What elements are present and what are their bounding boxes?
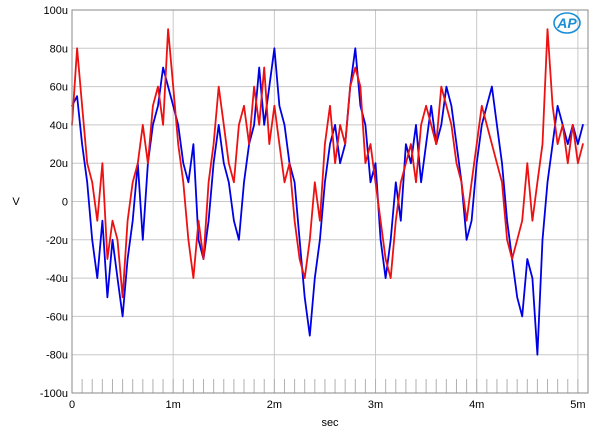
y-tick-label: 80u — [50, 43, 68, 55]
x-tick-label: 4m — [469, 399, 484, 411]
y-tick-label: -100u — [40, 388, 68, 400]
y-axis-label: V — [12, 196, 20, 208]
series — [71, 28, 584, 356]
minor-ticks — [71, 379, 589, 393]
ap-logo-text: AP — [556, 15, 577, 31]
y-tick-label: 60u — [50, 82, 68, 94]
series-1-trace — [71, 28, 584, 299]
y-tick-label: 0 — [62, 197, 68, 209]
x-tick-label: 2m — [267, 399, 282, 411]
y-tick-labels: 100u 80u 60u 40u 20u 0 -20u -40u -60u -80u -100u — [40, 5, 68, 400]
grid — [71, 9, 588, 394]
plot-frame — [71, 9, 589, 394]
ap-logo-icon: AP — [553, 12, 581, 34]
x-tick-label: 1m — [166, 399, 181, 411]
x-axis-label: sec — [321, 417, 339, 429]
x-tick-label: 3m — [368, 399, 383, 411]
y-tick-label: 40u — [50, 120, 68, 132]
y-tick-label: -60u — [46, 311, 68, 323]
series-0-trace — [71, 47, 584, 356]
x-tick-labels: 0 1m 2m 3m 4m 5m — [69, 399, 586, 411]
x-tick-label: 0 — [69, 399, 75, 411]
y-tick-label: 100u — [44, 5, 68, 17]
y-tick-label: 20u — [50, 158, 68, 170]
y-tick-label: -40u — [46, 273, 68, 285]
y-tick-label: -20u — [46, 235, 68, 247]
x-tick-label: 5m — [570, 399, 585, 411]
y-tick-label: -80u — [46, 350, 68, 362]
